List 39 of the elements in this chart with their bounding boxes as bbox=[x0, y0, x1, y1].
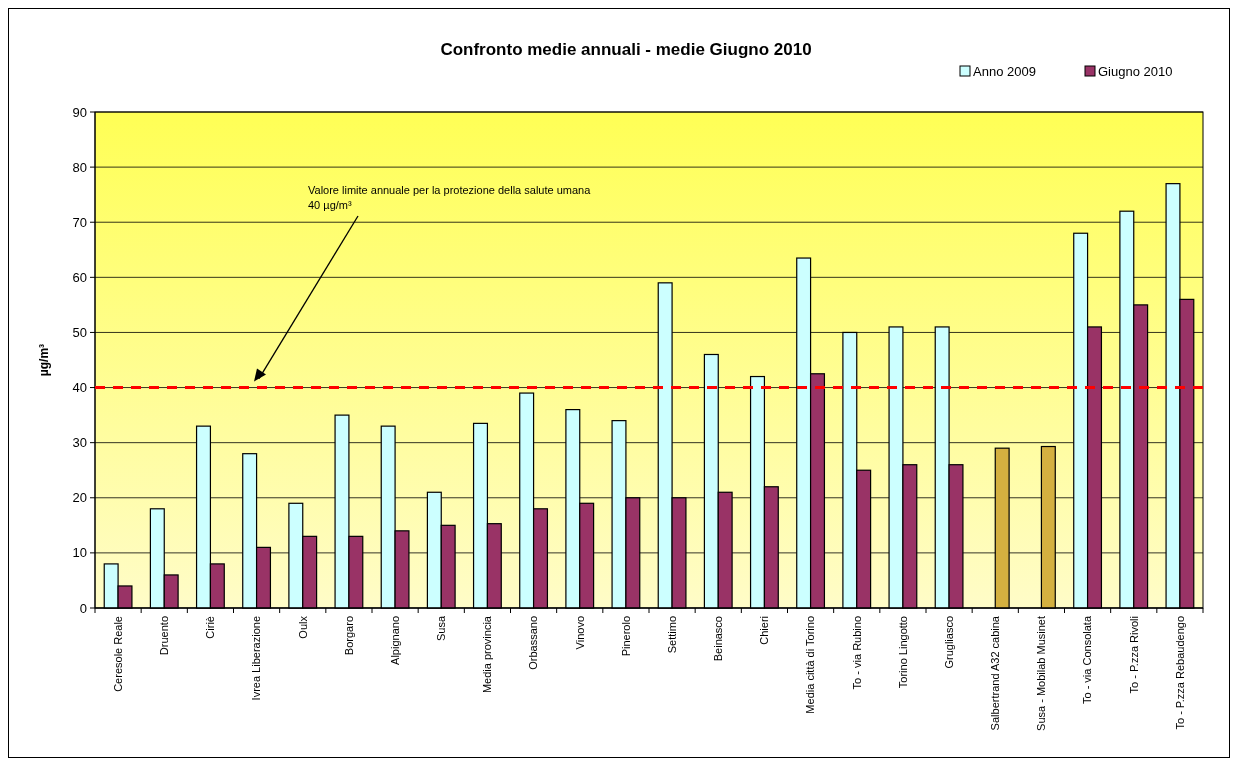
x-tick-label: Pinerolo bbox=[619, 616, 632, 657]
legend-label: Anno 2009 bbox=[973, 63, 1036, 79]
x-tick-label: Orbassano bbox=[527, 616, 540, 670]
x-tick-label: To - P.zza Rebaudengo bbox=[1173, 616, 1186, 730]
x-tick-label: Torino Lingotto bbox=[896, 616, 909, 689]
x-tick-label: To - P.zza Rivoli bbox=[1127, 616, 1140, 694]
x-tick-label: Settimo bbox=[665, 616, 678, 654]
x-tick-label: Media città di Torino bbox=[804, 616, 817, 714]
x-tick-label: Druento bbox=[158, 616, 171, 656]
x-tick-label: Grugliasco bbox=[942, 616, 955, 669]
y-axis-title: µg/m³ bbox=[37, 343, 51, 377]
x-tick-label: Borgaro bbox=[342, 616, 355, 656]
x-tick-label: Susa - Mobilab Musinet bbox=[1035, 616, 1048, 731]
y-tick-label: 60 bbox=[72, 269, 87, 285]
x-tick-label: Alpignano bbox=[388, 616, 401, 665]
y-tick-label: 70 bbox=[72, 214, 87, 230]
y-tick-label: 20 bbox=[72, 490, 87, 506]
y-tick-label: 40 bbox=[72, 380, 87, 396]
chart-title: Confronto medie annuali - medie Giugno 2010 bbox=[440, 40, 812, 59]
y-tick-label: 30 bbox=[72, 435, 87, 451]
x-tick-label: Media provincia bbox=[481, 615, 494, 694]
y-tick-label: 0 bbox=[79, 600, 87, 616]
x-tick-label: To - via Rubino bbox=[850, 616, 863, 690]
y-tick-label: 50 bbox=[72, 324, 87, 340]
x-tick-label: Ceresole Reale bbox=[111, 616, 124, 692]
x-tick-label: Chieri bbox=[758, 616, 771, 645]
x-tick-label: Beinasco bbox=[712, 616, 725, 662]
x-tick-label: Salbertrand A32 cabina bbox=[989, 615, 1002, 731]
x-tick-label: Vinovo bbox=[573, 616, 586, 650]
x-tick-label: Oulx bbox=[296, 615, 309, 639]
x-tick-label: To - via Consolata bbox=[1081, 615, 1094, 705]
x-tick-label: Ivrea Liberazione bbox=[250, 616, 263, 701]
x-tick-label: Susa bbox=[435, 615, 448, 642]
legend-label: Giugno 2010 bbox=[1098, 63, 1173, 79]
x-tick-label: Ciriè bbox=[204, 616, 217, 639]
y-tick-label: 90 bbox=[72, 104, 87, 120]
y-tick-label: 80 bbox=[72, 159, 87, 175]
y-tick-label: 10 bbox=[72, 545, 87, 561]
ref-line-label: Valore limite annuale per la protezione della salute umana 40 µg/m³ bbox=[308, 184, 592, 211]
